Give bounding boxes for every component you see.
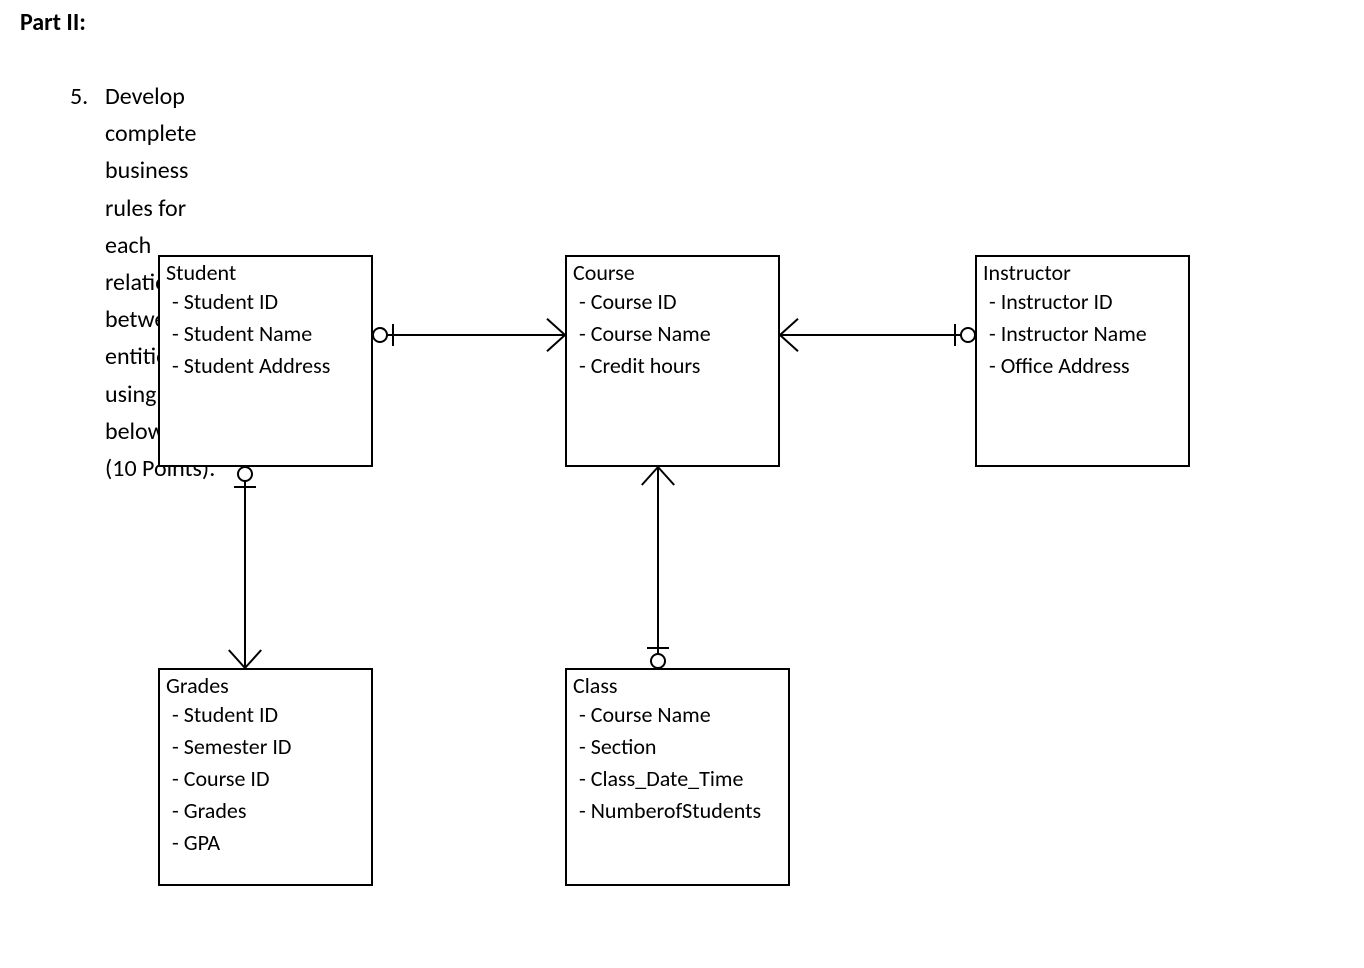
entity-class-attr0: - Course Name [573, 699, 782, 731]
entity-instructor-attr1: - Instructor Name [983, 318, 1182, 350]
entity-grades-title: Grades [166, 672, 365, 699]
entity-student: Student - Student ID - Student Name - St… [158, 255, 373, 467]
entity-instructor-attr0: - Instructor ID [983, 286, 1182, 318]
entity-instructor: Instructor - Instructor ID - Instructor … [975, 255, 1190, 467]
entity-instructor-title: Instructor [983, 259, 1182, 286]
entity-course-attr0: - Course ID [573, 286, 772, 318]
entity-grades-attr3: - Grades [166, 795, 365, 827]
entity-student-attr1: - Student Name [166, 318, 365, 350]
entity-course-title: Course [573, 259, 772, 286]
entity-class: Class - Course Name - Section - Class_Da… [565, 668, 790, 886]
entity-class-attr3: - NumberofStudents [573, 795, 782, 827]
entity-course-attr2: - Credit hours [573, 350, 772, 382]
entity-student-attr2: - Student Address [166, 350, 365, 382]
entity-course-attr1: - Course Name [573, 318, 772, 350]
entity-class-title: Class [573, 672, 782, 699]
entity-class-attr2: - Class_Date_Time [573, 763, 782, 795]
entity-student-attr0: - Student ID [166, 286, 365, 318]
entity-class-attr1: - Section [573, 731, 782, 763]
entity-instructor-attr2: - Office Address [983, 350, 1182, 382]
entity-grades-attr1: - Semester ID [166, 731, 365, 763]
entity-grades-attr4: - GPA [166, 827, 365, 859]
entity-grades: Grades - Student ID - Semester ID - Cour… [158, 668, 373, 886]
part-heading: Part II: [20, 8, 86, 37]
entity-course: Course - Course ID - Course Name - Credi… [565, 255, 780, 467]
entity-grades-attr2: - Course ID [166, 763, 365, 795]
part-heading-text: Part II: [20, 8, 86, 37]
question-number: 5. [70, 78, 88, 115]
entity-grades-attr0: - Student ID [166, 699, 365, 731]
entity-student-title: Student [166, 259, 365, 286]
